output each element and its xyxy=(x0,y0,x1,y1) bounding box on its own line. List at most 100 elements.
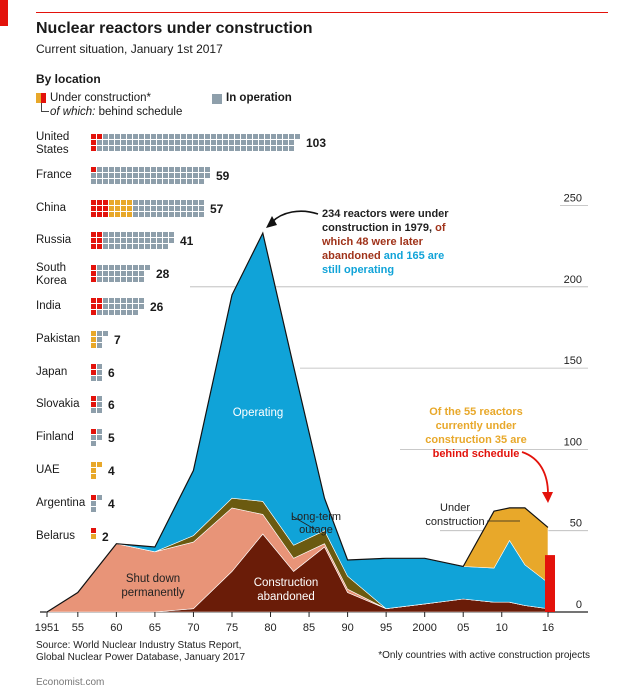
x-tick-label: 75 xyxy=(226,622,238,634)
page-subtitle: Current situation, January 1st 2017 xyxy=(36,42,223,56)
legend-behind-label: behind schedule xyxy=(98,106,183,118)
source-line-1: Source: World Nuclear Industry Status Re… xyxy=(36,640,242,651)
current-annotation-line: behind schedule xyxy=(433,448,520,460)
footnote: *Only countries with active construction… xyxy=(378,650,590,661)
peak-annotation-line: construction in 1979, of xyxy=(322,222,446,234)
country-label: Belarus xyxy=(36,530,75,542)
country-label: China xyxy=(36,202,67,214)
peak-annotation-line: 234 reactors were under xyxy=(322,208,449,220)
country-pictogram xyxy=(91,528,97,546)
page-title: Nuclear reactors under construction xyxy=(36,20,313,37)
current-arrow xyxy=(521,451,549,495)
x-tick-label: 70 xyxy=(187,622,199,634)
country-label: Argentina xyxy=(36,497,86,509)
x-tick-label: 65 xyxy=(149,622,161,634)
country-pictogram xyxy=(91,298,145,316)
source-line-2: Global Nuclear Power Database, January 2… xyxy=(36,652,246,663)
behind-schedule-bar xyxy=(545,555,555,612)
country-count: 6 xyxy=(108,398,115,412)
country-count: 26 xyxy=(150,300,164,314)
legend-behind-schedule: of which: behind schedule xyxy=(50,106,182,118)
current-arrowhead xyxy=(542,492,553,503)
country-count: 7 xyxy=(114,333,121,347)
country-label: Japan xyxy=(36,366,68,378)
country-count: 2 xyxy=(102,530,109,544)
peak-annotation-line: still operating xyxy=(322,264,394,276)
x-tick-label: 16 xyxy=(542,622,554,634)
country-count: 59 xyxy=(216,169,230,183)
country-label: Russia xyxy=(36,234,72,246)
y-tick-label: 200 xyxy=(564,274,582,286)
x-axis-ticks: 1951 55 60 65 70 75 80 85 90 95 2000 05 10 16 xyxy=(35,612,554,634)
y-axis-ticks: 0 50 100 150 200 250 xyxy=(564,193,582,612)
x-tick-label: 55 xyxy=(72,622,84,634)
x-tick-label: 05 xyxy=(457,622,469,634)
country-label: Finland xyxy=(36,431,74,443)
country-label: South Korea xyxy=(36,262,67,287)
brand-red-bar xyxy=(0,0,8,26)
country-pictogram xyxy=(91,167,211,185)
y-tick-label: 0 xyxy=(576,599,582,611)
x-tick-label: 60 xyxy=(110,622,122,634)
x-tick-label: 80 xyxy=(264,622,276,634)
country-label: UAE xyxy=(36,464,60,476)
country-pictogram xyxy=(91,232,175,250)
peak-arrow xyxy=(271,210,319,223)
y-tick-label: 50 xyxy=(570,518,582,530)
operating-label: Operating xyxy=(233,407,284,419)
country-pictogram xyxy=(91,265,151,283)
chart-annotations: 234 reactors were under construction in 1… xyxy=(266,208,553,503)
abandoned-label: Construction xyxy=(254,577,319,589)
country-pictogram xyxy=(91,134,301,152)
country-pictogram xyxy=(91,396,103,414)
peak-annotation-line: abandoned and 165 are xyxy=(322,250,444,262)
legend-connector xyxy=(41,103,49,112)
country-label: Slovakia xyxy=(36,398,80,410)
legend-behind-prefix: of which: xyxy=(50,106,96,118)
legend-in-operation-swatch xyxy=(212,94,222,104)
x-tick-label: 90 xyxy=(341,622,353,634)
country-count: 103 xyxy=(306,136,327,150)
legend-in-operation-label: In operation xyxy=(226,92,292,104)
country-pictogram xyxy=(91,364,103,382)
country-pictogram xyxy=(91,429,103,447)
under-construction-label: Under xyxy=(440,502,470,514)
country-pictogram xyxy=(91,200,205,218)
by-location-heading: By location xyxy=(36,72,101,86)
legend-under-construction-swatch xyxy=(36,93,46,103)
under-construction-label: construction xyxy=(425,516,484,528)
country-pictogram xyxy=(91,495,103,513)
country-count: 4 xyxy=(108,497,115,511)
current-annotation-line: construction 35 are xyxy=(425,434,526,446)
country-count: 28 xyxy=(156,267,170,281)
country-count: 5 xyxy=(108,431,115,445)
chart-areas xyxy=(45,231,555,613)
country-label: India xyxy=(36,300,61,312)
peak-arrowhead xyxy=(266,216,277,228)
top-rule xyxy=(36,12,608,13)
country-count: 6 xyxy=(108,366,115,380)
country-count: 4 xyxy=(108,464,115,478)
country-label: France xyxy=(36,169,72,181)
y-tick-label: 250 xyxy=(564,193,582,205)
abandoned-label: abandoned xyxy=(257,591,315,603)
y-tick-label: 100 xyxy=(564,436,582,448)
country-label: Pakistan xyxy=(36,333,81,345)
x-tick-label: 85 xyxy=(303,622,315,634)
economist-brand: Economist.com xyxy=(36,677,105,688)
chart-area-labels: Operating Shut down permanently Constructio… xyxy=(121,407,520,603)
country-pictogram xyxy=(91,331,109,349)
x-tick-label: 95 xyxy=(380,622,392,634)
current-annotation-line: currently under xyxy=(436,420,517,432)
outage-label: Long-term xyxy=(291,511,341,523)
peak-annotation-line: which 48 were later xyxy=(321,236,424,248)
country-count: 57 xyxy=(210,202,224,216)
country-pictogram xyxy=(91,462,103,480)
x-tick-label: 1951 xyxy=(35,622,59,634)
legend-under-construction-label: Under construction* xyxy=(50,92,151,104)
x-tick-label: 10 xyxy=(496,622,508,634)
shut-down-label: permanently xyxy=(121,587,185,599)
current-annotation-line: Of the 55 reactors xyxy=(429,406,523,418)
shut-down-label: Shut down xyxy=(126,573,180,585)
